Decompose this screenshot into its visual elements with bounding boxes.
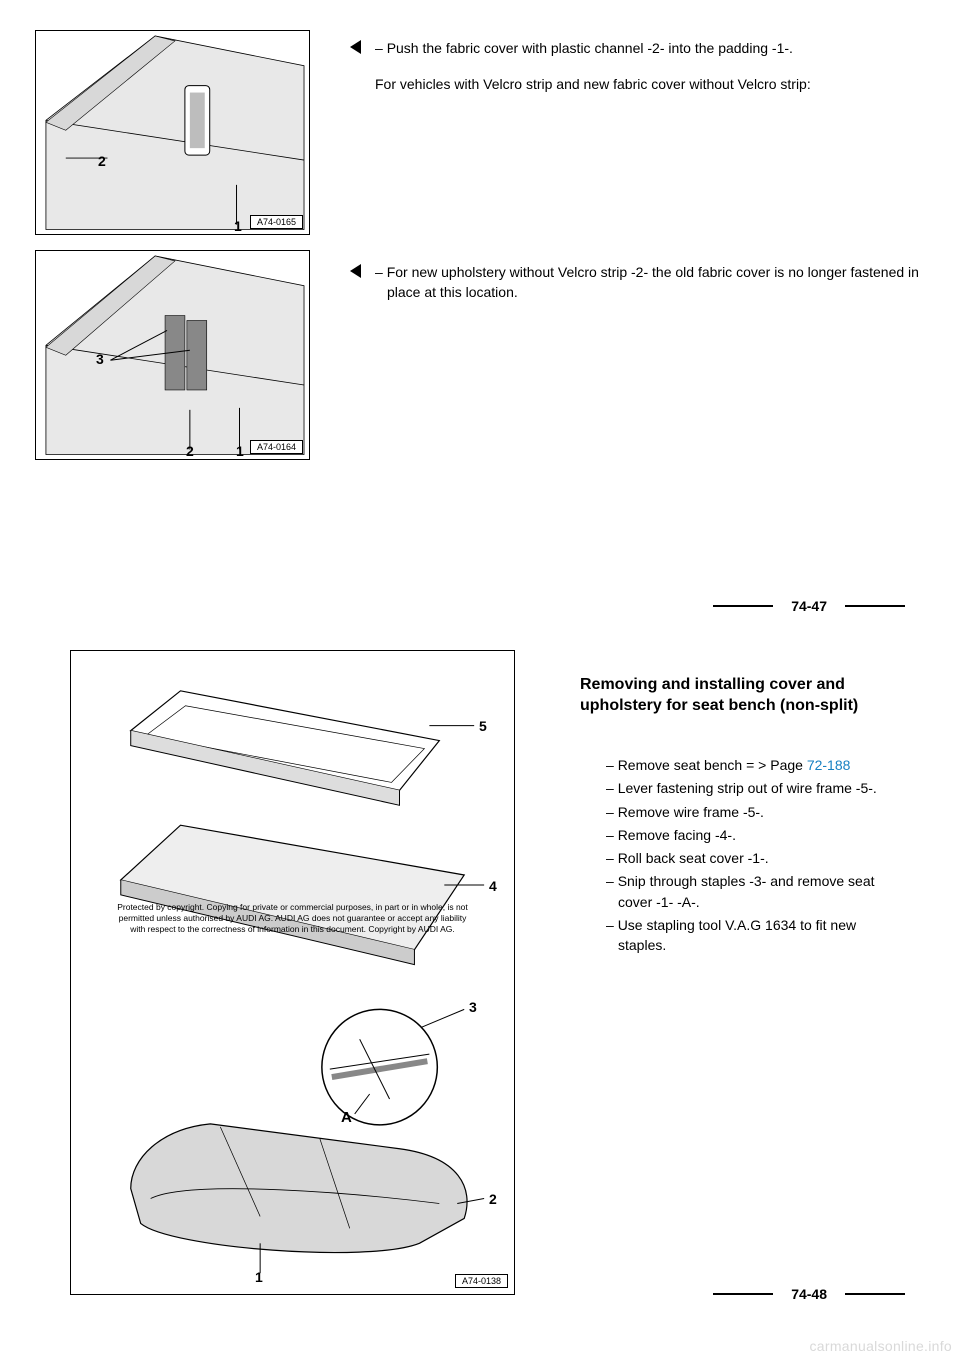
list-item: Snip through staples -3- and remove seat… <box>590 871 900 912</box>
fineprint: Protected by copyright. Copying for priv… <box>71 902 514 935</box>
fig3-callout-4: 4 <box>489 878 497 894</box>
rule <box>845 605 905 607</box>
figure-2-svg <box>36 251 309 459</box>
text-block-1: Push the fabric cover with plastic chann… <box>375 38 915 95</box>
list-item: Lever fastening strip out of wire frame … <box>590 778 900 798</box>
fineprint-3: with respect to the correctness of infor… <box>71 924 514 935</box>
steps-list: Remove seat bench = > Page 72-188 Lever … <box>590 755 900 959</box>
note-1: For vehicles with Velcro strip and new f… <box>375 74 915 94</box>
fineprint-1: Protected by copyright. Copying for priv… <box>71 902 514 913</box>
fig3-callout-1: 1 <box>255 1269 263 1285</box>
fig3-callout-5: 5 <box>479 718 487 734</box>
figure-1-id: A74-0165 <box>250 215 303 229</box>
rule <box>845 1293 905 1295</box>
fig3-callout-A: A <box>341 1109 352 1126</box>
rule <box>713 1293 773 1295</box>
fig3-callout-2: 2 <box>489 1191 497 1207</box>
fineprint-2: permitted unless authorised by AUDI AG. … <box>71 913 514 924</box>
figure-3: 5 4 3 A 2 1 Protected by copyright. Copy… <box>70 650 515 1295</box>
arrow-indicator-1 <box>350 40 361 54</box>
figure-1: 2 1 A74-0165 <box>35 30 310 235</box>
figure-2: 3 2 1 A74-0164 <box>35 250 310 460</box>
list-item: Remove facing -4-. <box>590 825 900 845</box>
figure-1-svg <box>36 31 309 235</box>
fig2-callout-3: 3 <box>96 351 104 367</box>
list-item: Remove seat bench = > Page 72-188 <box>590 755 900 775</box>
watermark: carmanualsonline.info <box>810 1338 953 1354</box>
pagenum-1-text: 74-47 <box>791 598 827 614</box>
fig2-callout-2: 2 <box>186 443 194 459</box>
fig1-callout-2: 2 <box>98 153 106 169</box>
section-heading: Removing and installing cover and uphols… <box>580 675 900 717</box>
figure-3-svg <box>71 651 514 1293</box>
fig3-callout-3: 3 <box>469 999 477 1015</box>
figure-3-id: A74-0138 <box>455 1274 508 1288</box>
step-2: For new upholstery without Velcro strip … <box>375 262 920 303</box>
page-number-1: 74-47 <box>713 598 905 614</box>
list-item: Remove wire frame -5-. <box>590 802 900 822</box>
rule <box>713 605 773 607</box>
list-item: Use stapling tool V.A.G 1634 to fit new … <box>590 915 900 956</box>
page-number-2: 74-48 <box>713 1286 905 1302</box>
fig1-callout-1: 1 <box>234 218 242 234</box>
fig2-callout-1: 1 <box>236 443 244 459</box>
text-block-2: For new upholstery without Velcro strip … <box>375 262 920 319</box>
pagenum-2-text: 74-48 <box>791 1286 827 1302</box>
step-1: Push the fabric cover with plastic chann… <box>375 38 915 58</box>
step-text: Remove seat bench = > Page <box>618 757 807 773</box>
figure-2-id: A74-0164 <box>250 440 303 454</box>
page-link[interactable]: 72-188 <box>807 757 851 773</box>
arrow-indicator-2 <box>350 264 361 278</box>
list-item: Roll back seat cover -1-. <box>590 848 900 868</box>
